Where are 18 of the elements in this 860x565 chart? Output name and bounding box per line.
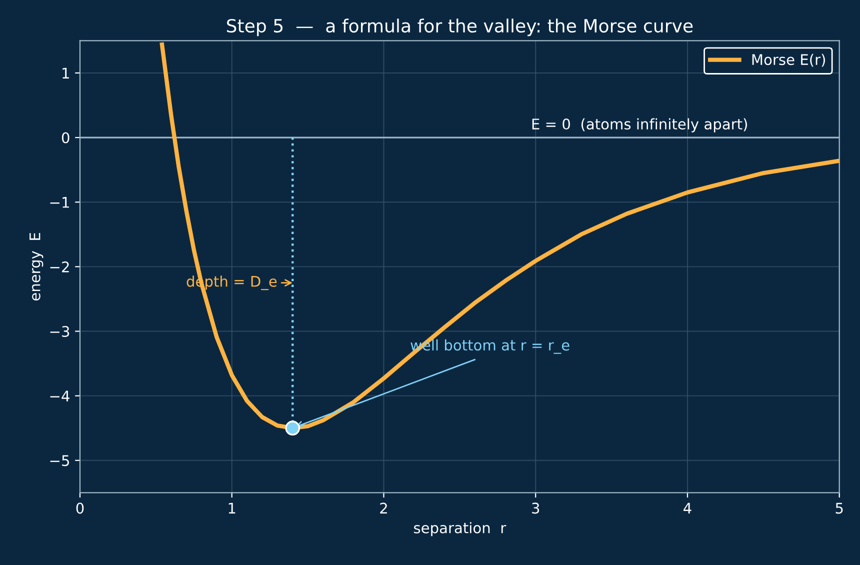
y-tick-label: −3 [50, 326, 70, 337]
y-tick-label: −4 [50, 390, 70, 402]
y-tick-label: 1 [62, 68, 69, 79]
x-tick-label: 0 [76, 502, 84, 514]
chart-title: Step 5 — a formula for the valley: the Morse curve [226, 18, 693, 36]
x-tick-label: 1 [228, 502, 236, 514]
y-tick-label: −2 [50, 261, 69, 272]
x-tick-label: 3 [532, 502, 540, 514]
ref-line-label: E = 0 (atoms infinitely apart) [532, 118, 747, 132]
x-tick-label: 4 [684, 502, 692, 514]
y-tick-label: −5 [50, 455, 69, 466]
y-axis-title: energy E [30, 232, 44, 301]
legend-label: Morse E(r) [752, 54, 825, 67]
x-tick-label: 2 [380, 502, 387, 514]
x-tick-label: 5 [836, 502, 843, 514]
x-axis-title: separation r [414, 522, 506, 536]
y-tick-label: 0 [62, 132, 70, 144]
y-tick-label: −1 [50, 197, 69, 208]
